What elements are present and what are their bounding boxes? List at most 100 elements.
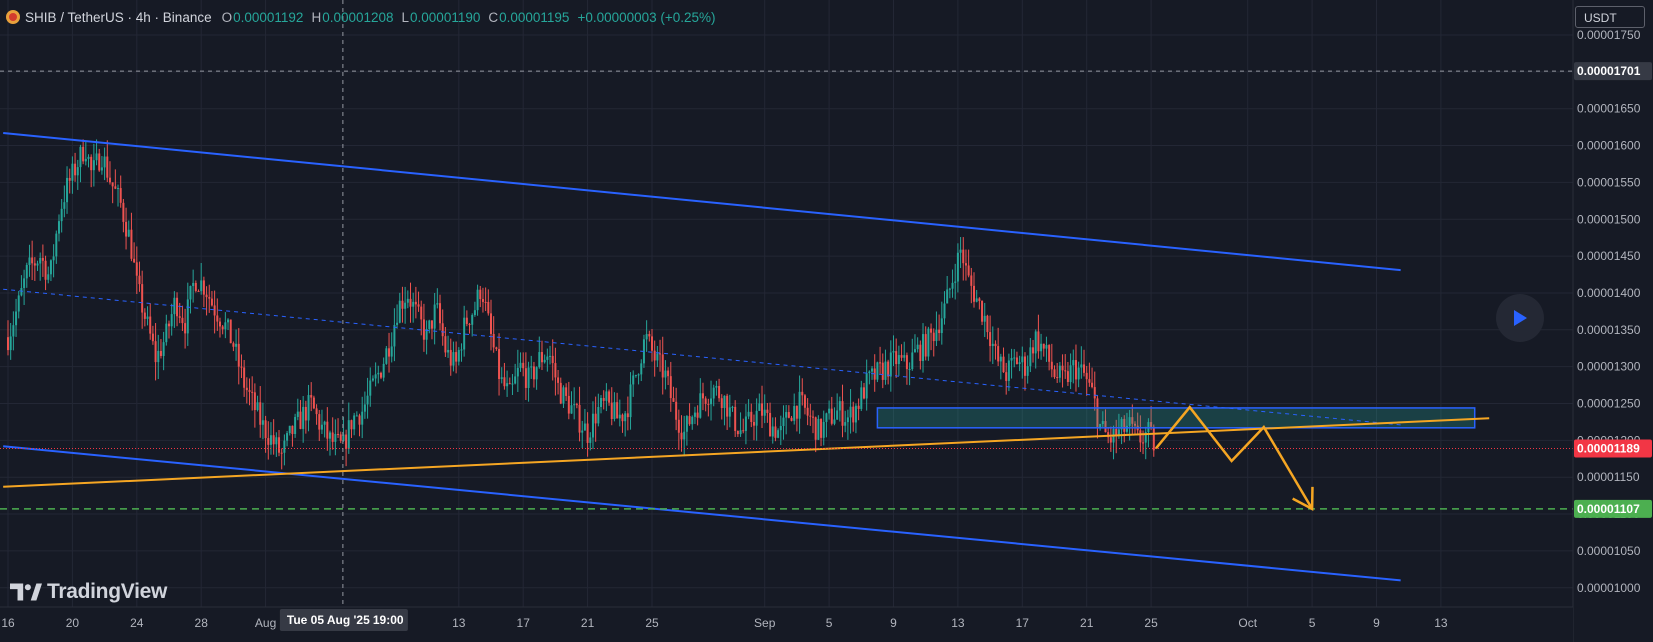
- candle-body: [707, 403, 710, 405]
- candle-body: [409, 298, 412, 307]
- candle-body: [557, 377, 560, 383]
- replay-play-button[interactable]: [1496, 294, 1544, 342]
- support-trendline[interactable]: [3, 417, 1490, 488]
- candle-body: [782, 417, 785, 427]
- candle-body: [648, 334, 651, 337]
- candle-body: [669, 376, 672, 399]
- projection-path[interactable]: [1154, 405, 1314, 510]
- candle-body: [565, 387, 568, 396]
- candle-body: [181, 317, 184, 324]
- candle-body: [583, 423, 586, 431]
- candle-body: [379, 372, 382, 378]
- price-axis[interactable]: [1573, 0, 1653, 642]
- candle-body: [605, 391, 608, 401]
- candle-body: [1099, 423, 1102, 429]
- candle-body: [1131, 417, 1134, 424]
- candle-body: [47, 274, 50, 280]
- candle-body: [946, 289, 949, 304]
- candle-body: [1077, 367, 1080, 380]
- candle-body: [940, 318, 943, 334]
- candle-body: [820, 418, 823, 438]
- candle-body: [425, 329, 428, 340]
- price-tick-label: 0.00001000: [1577, 581, 1641, 595]
- projection-arrowhead: [1292, 486, 1314, 511]
- candle-body: [868, 371, 871, 374]
- candle-body: [221, 326, 224, 330]
- lower-channel-line[interactable]: [3, 445, 1401, 582]
- high-value: 0.00001208: [322, 9, 394, 25]
- candle-body: [535, 367, 538, 380]
- candle-body: [616, 402, 619, 419]
- candle-body: [892, 351, 895, 353]
- candle-body: [1061, 365, 1064, 371]
- candle-body: [283, 440, 286, 453]
- candle-body: [736, 430, 739, 435]
- candle-body: [1015, 357, 1018, 365]
- candle-body: [358, 415, 361, 425]
- price-tick-label: 0.00001600: [1577, 139, 1641, 153]
- candle-body: [41, 257, 44, 261]
- candle-body: [1013, 357, 1016, 359]
- candle-body: [798, 391, 801, 419]
- time-tick-label: 17: [517, 616, 531, 630]
- candle-body: [511, 383, 514, 385]
- candle-body: [785, 412, 788, 418]
- crosshair-time-label-bg: [279, 609, 408, 631]
- candle-body: [527, 367, 530, 388]
- candle-body: [744, 416, 747, 431]
- candle-body: [39, 257, 42, 264]
- candle-body: [777, 430, 780, 438]
- tradingview-logo-icon: [10, 583, 42, 601]
- candle-body: [935, 329, 938, 342]
- candle-body: [608, 391, 611, 403]
- candle-body: [15, 311, 18, 326]
- change-value: +0.00000003 (+0.25%): [577, 9, 716, 25]
- candle-body: [881, 362, 884, 380]
- candle-body: [948, 288, 951, 290]
- mid-channel-line[interactable]: [3, 288, 1401, 426]
- candle-body: [25, 264, 28, 279]
- candle-body: [589, 437, 592, 443]
- candle-body: [903, 355, 906, 358]
- candle-body: [315, 408, 318, 415]
- candle-body: [895, 351, 898, 365]
- candle-body: [361, 411, 364, 425]
- candle-body: [135, 262, 138, 276]
- candle-body: [932, 332, 935, 342]
- candle-body: [1109, 437, 1112, 443]
- candle-body: [506, 383, 509, 387]
- candle-body: [197, 290, 200, 292]
- time-tick-label: Oct: [1238, 616, 1257, 630]
- time-axis[interactable]: [0, 607, 1573, 642]
- candle-body: [60, 208, 63, 222]
- candle-body: [157, 350, 160, 363]
- symbol-title[interactable]: SHIB / TetherUS · 4h · Binance: [25, 9, 212, 25]
- candle-body: [310, 395, 313, 398]
- candle-body: [624, 413, 627, 422]
- candle-body: [938, 329, 941, 334]
- candle-body: [951, 282, 954, 289]
- candle-body: [31, 257, 34, 264]
- candle-body: [594, 413, 597, 424]
- candle-body: [125, 221, 128, 237]
- candle-body: [390, 346, 393, 357]
- candle-body: [1107, 432, 1110, 438]
- candle-body: [1040, 343, 1043, 352]
- candle-body: [28, 257, 31, 265]
- currency-button[interactable]: USDT: [1575, 6, 1645, 28]
- supply-zone-rectangle[interactable]: [876, 407, 1476, 429]
- open-value: 0.00001192: [233, 9, 304, 25]
- time-tick-label: 13: [452, 616, 466, 630]
- candle-body: [549, 355, 552, 357]
- upper-channel-line[interactable]: [3, 132, 1401, 272]
- candle-body: [567, 395, 570, 414]
- candle-body: [916, 344, 919, 350]
- candle-body: [100, 167, 103, 171]
- candle-body: [9, 336, 12, 351]
- candle-body: [122, 202, 125, 222]
- candle-body: [836, 410, 839, 420]
- candle-body: [111, 182, 114, 187]
- candle-body: [216, 315, 219, 322]
- candle-body: [452, 352, 455, 366]
